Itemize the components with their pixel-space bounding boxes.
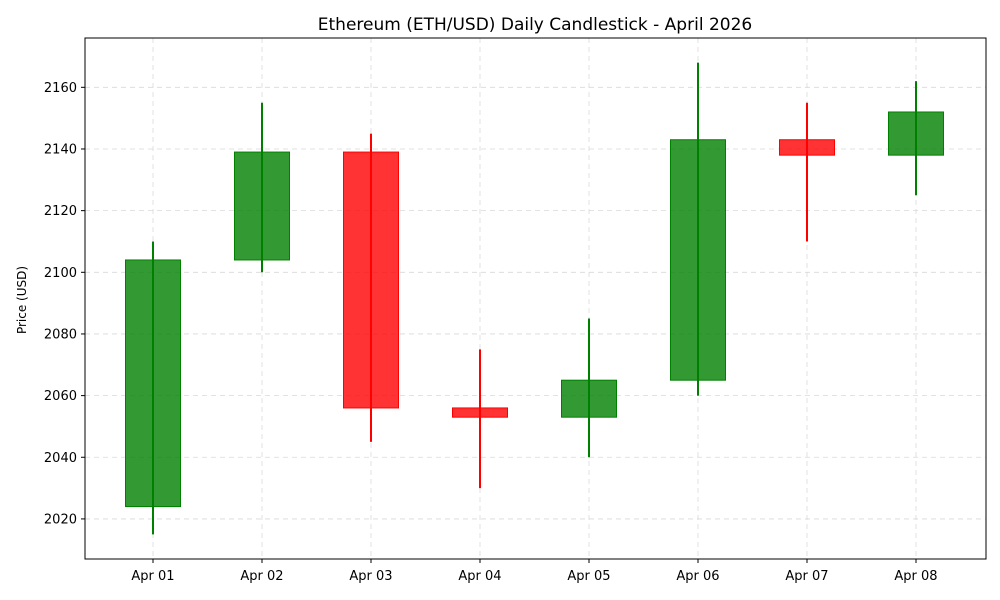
- chart-title: Ethereum (ETH/USD) Daily Candlestick - A…: [318, 15, 752, 35]
- candle: [125, 241, 181, 535]
- candle: [561, 318, 617, 458]
- candle: [343, 133, 399, 442]
- candle: [670, 62, 726, 396]
- y-tick-label: 2160: [44, 81, 77, 96]
- x-tick-label: Apr 01: [131, 569, 174, 584]
- y-tick-label: 2100: [44, 266, 77, 281]
- plot-frame: [84, 37, 987, 560]
- y-tick-label: 2040: [44, 451, 77, 466]
- candle: [234, 102, 290, 273]
- candle: [779, 102, 835, 242]
- axes-layer: 2020 2040 2060 2080 2100 2120 2140 2160 Apr 01 Ap…: [44, 37, 987, 584]
- y-tick-label: 2140: [44, 142, 77, 157]
- x-tick-label: Apr 08: [894, 569, 937, 584]
- y-tick-label: 2080: [44, 327, 77, 342]
- candle: [452, 349, 508, 489]
- x-tick-label: Apr 06: [676, 569, 719, 584]
- x-tick-label: Apr 03: [349, 569, 392, 584]
- y-tick-label: 2120: [44, 204, 77, 219]
- candles-layer: [125, 62, 944, 535]
- x-tick-label: Apr 07: [785, 569, 828, 584]
- y-tick-label: 2060: [44, 389, 77, 404]
- x-tick-label: Apr 04: [458, 569, 501, 584]
- grid-layer: [85, 38, 986, 559]
- candle: [888, 81, 944, 196]
- x-tick-label: Apr 02: [240, 569, 283, 584]
- x-tick-label: Apr 05: [567, 569, 610, 584]
- y-tick-label: 2020: [44, 512, 77, 527]
- y-axis-label: Price (USD): [15, 266, 29, 334]
